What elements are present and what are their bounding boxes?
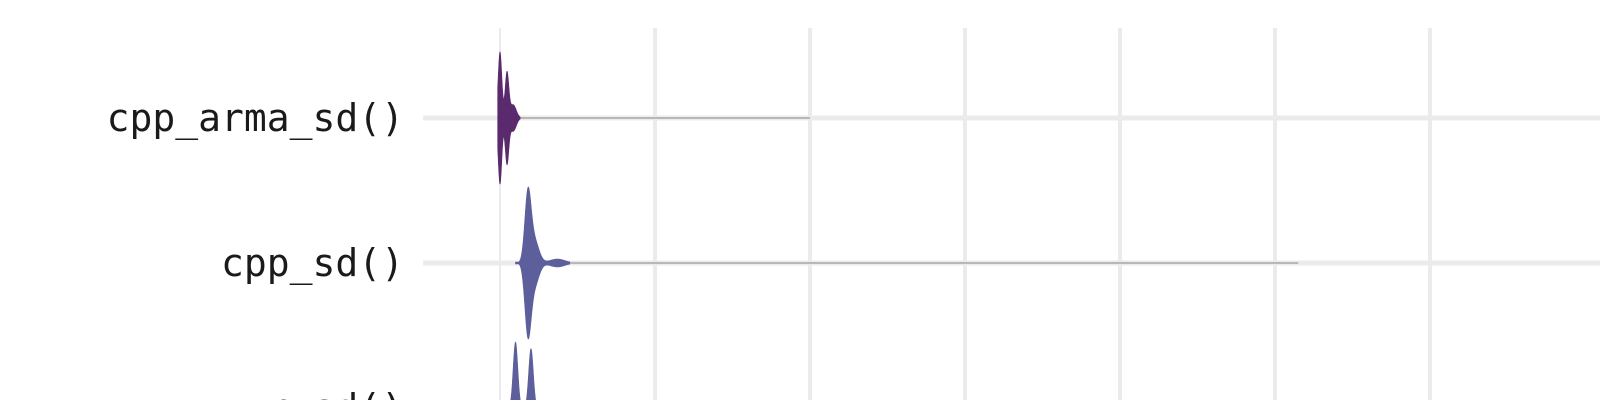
- violins: [497, 51, 1299, 400]
- category-label: cpp_arma_sd(): [107, 96, 404, 141]
- category-label: cpp_sd(): [221, 241, 404, 286]
- violin-shape: [497, 51, 521, 185]
- violin-shape: [515, 186, 571, 340]
- category-labels: cpp_arma_sd() cpp_sd() r_sd(): [107, 96, 404, 400]
- violin-shape: [510, 341, 536, 400]
- grid-lines: [423, 28, 1600, 400]
- category-label: r_sd(): [267, 386, 404, 400]
